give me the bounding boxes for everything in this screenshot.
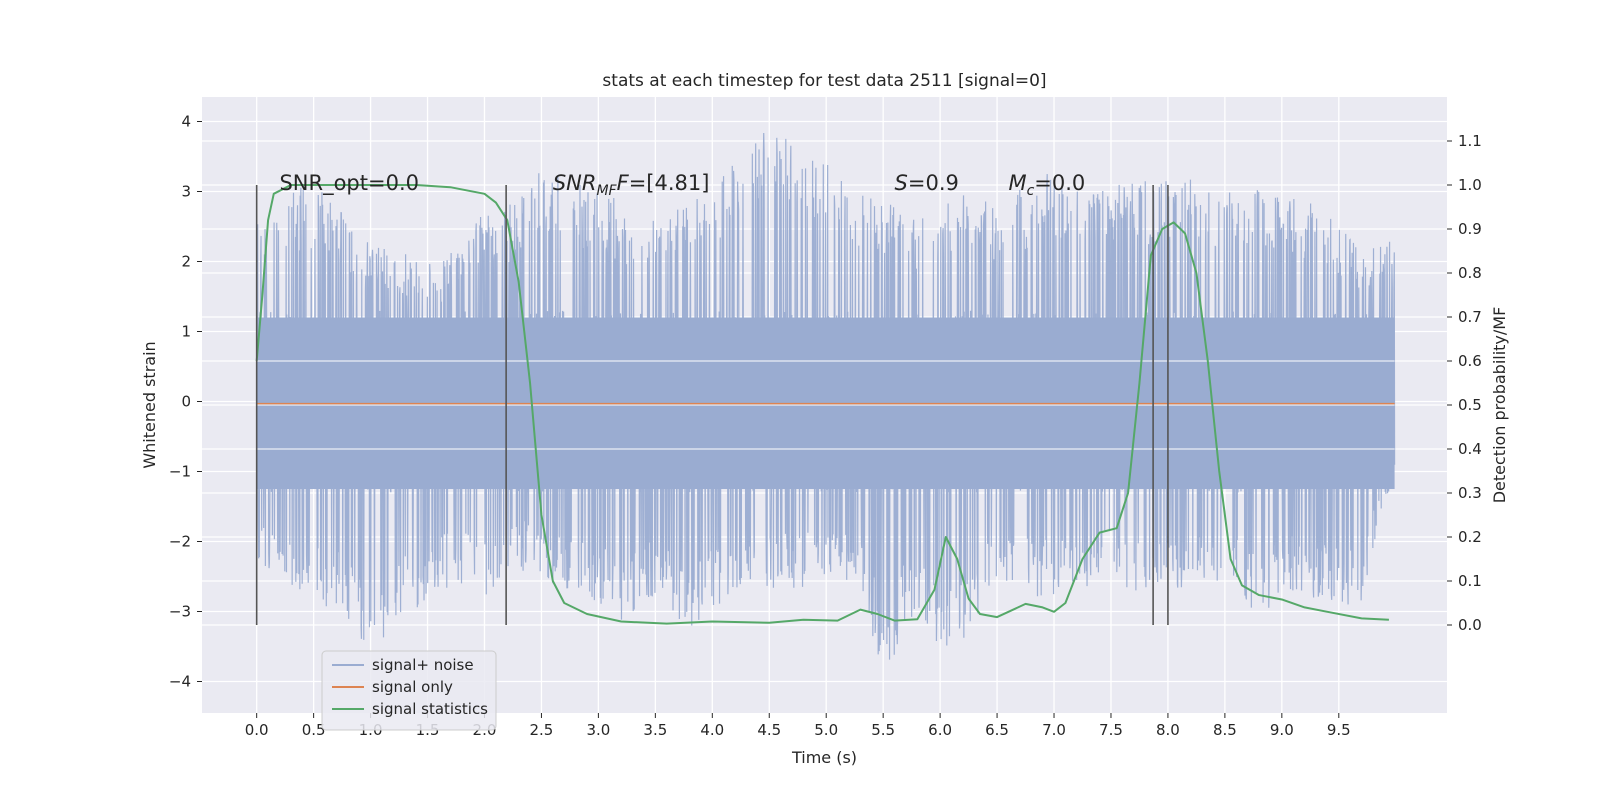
x-tick-label: 0.5 <box>302 721 326 739</box>
vertical-lines <box>255 185 1169 625</box>
x-tick-label: 8.5 <box>1213 721 1237 739</box>
annotation: SNRMFF=[4.81] <box>553 171 710 199</box>
y-right-tick-label: 0.4 <box>1458 440 1482 458</box>
x-tick-label: 0.0 <box>245 721 269 739</box>
y-right-tick-label: 1.1 <box>1458 132 1482 150</box>
x-tick-label: 8.0 <box>1156 721 1180 739</box>
y-axis-label-right: Detection probability/MF <box>1490 307 1509 504</box>
legend-box <box>321 650 497 731</box>
x-tick-label: 6.5 <box>985 721 1009 739</box>
y-tick-label: 4 <box>181 113 191 131</box>
series-signal-statistics <box>255 184 1389 625</box>
x-tick-label: 5.0 <box>814 721 838 739</box>
annotation: Mc=0.0 <box>1008 171 1085 199</box>
x-tick-label: 4.5 <box>757 721 781 739</box>
y-tick-label: 3 <box>181 183 191 201</box>
y-right-tick-label: 0.7 <box>1458 308 1482 326</box>
annotations: SNR_opt=0.0 SNRMFF=[4.81] S=0.9 Mc=0.0 <box>279 171 1085 199</box>
annotation: S=0.9 <box>895 171 959 195</box>
y-right-tick-label: 0.0 <box>1458 616 1482 634</box>
x-tick-label: 3.0 <box>586 721 610 739</box>
y-axis-label: Whitened strain <box>140 341 159 468</box>
y-tick-label: 1 <box>181 323 191 341</box>
y-tick-label: −2 <box>169 533 191 551</box>
series-layer <box>255 132 1396 660</box>
x-tick-label: 9.5 <box>1327 721 1351 739</box>
y-right-tick-label: 1.0 <box>1458 176 1482 194</box>
x-tick-label: 3.5 <box>643 721 667 739</box>
x-tick-label: 9.0 <box>1270 721 1294 739</box>
chart-title: stats at each timestep for test data 251… <box>602 71 1046 91</box>
y-right-tick-label: 0.6 <box>1458 352 1482 370</box>
x-tick-label: 4.0 <box>700 721 724 739</box>
x-tick-label: 5.5 <box>871 721 895 739</box>
legend-entry: signal+ noise <box>372 656 474 674</box>
x-tick-label: 7.0 <box>1042 721 1066 739</box>
y-tick-label: −1 <box>169 463 191 481</box>
y-right-tick-label: 0.3 <box>1458 484 1482 502</box>
y-right-tick-label: 0.8 <box>1458 264 1482 282</box>
legend-entry: signal statistics <box>372 700 488 718</box>
y-right-tick-label: 0.1 <box>1458 572 1482 590</box>
legend: signal+ noise signal only signal statistic… <box>321 650 497 731</box>
y-tick-label: 2 <box>181 253 191 271</box>
annotation: SNR_opt=0.0 <box>279 171 419 196</box>
legend-entry: signal only <box>372 678 453 696</box>
y-right-tick-label: 0.5 <box>1458 396 1482 414</box>
y-tick-label: −3 <box>169 603 191 621</box>
y-tick-label: −4 <box>169 673 191 691</box>
x-tick-label: 2.5 <box>530 721 554 739</box>
y-right-tick-label: 0.9 <box>1458 220 1482 238</box>
y-tick-label: 0 <box>181 393 191 411</box>
x-tick-label: 7.5 <box>1099 721 1123 739</box>
y-right-tick-label: 0.2 <box>1458 528 1482 546</box>
axis-ticks: 0.00.51.01.52.02.53.03.54.04.55.05.56.06… <box>169 113 1482 740</box>
x-tick-label: 6.0 <box>928 721 952 739</box>
x-axis-label: Time (s) <box>791 748 857 767</box>
